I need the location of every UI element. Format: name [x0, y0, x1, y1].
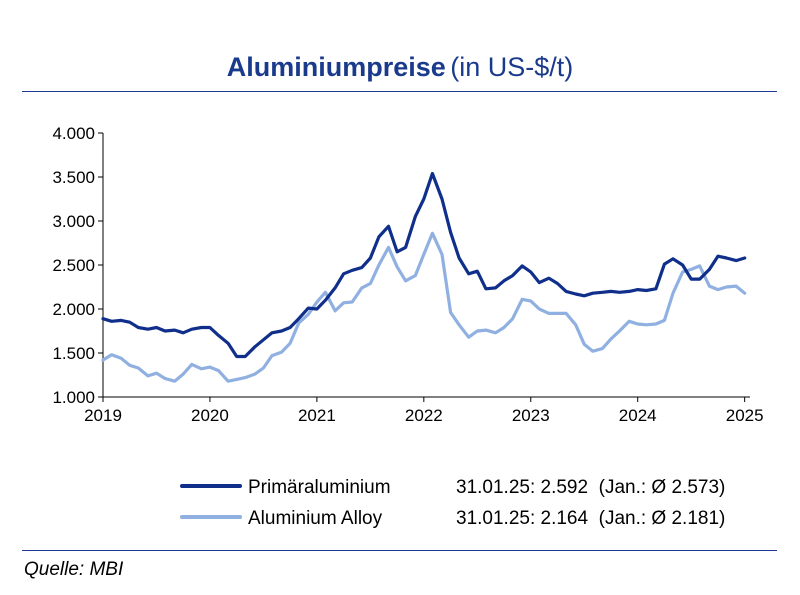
title-divider — [22, 91, 777, 92]
y-tick-label: 4.000 — [52, 124, 95, 143]
x-tick-label: 2023 — [512, 406, 550, 425]
legend-label-primaraluminium: Primäraluminium — [248, 477, 391, 498]
chart-title-unit: (in US-$/t) — [450, 52, 574, 82]
y-tick-label: 3.000 — [52, 212, 95, 231]
x-tick-label: 2025 — [726, 406, 764, 425]
chart-title-main: Aluminiumpreise — [226, 52, 446, 82]
footer-divider — [22, 550, 777, 551]
legend-annotation-aluminium-alloy: 31.01.25: 2.164 (Jan.: Ø 2.181) — [456, 508, 725, 529]
series-line-primaraluminium — [101, 171, 747, 359]
legend-label-aluminium-alloy: Aluminium Alloy — [248, 508, 383, 529]
y-tick-label: 3.500 — [52, 168, 95, 187]
chart-series-layer — [101, 171, 747, 383]
x-tick-label: 2024 — [619, 406, 657, 425]
y-tick-label: 2.500 — [52, 256, 95, 275]
x-tick-label: 2022 — [405, 406, 443, 425]
chart-title: Aluminiumpreise (in US-$/t) — [0, 52, 800, 83]
source-note: Quelle: MBI — [24, 559, 124, 580]
chart-axes: 1.000 1.500 2.000 2.500 3.000 3.500 4.000 2019 2… — [52, 124, 763, 425]
x-tick-label: 2020 — [191, 406, 229, 425]
x-tick-label: 2021 — [298, 406, 336, 425]
y-tick-label: 1.000 — [52, 388, 95, 407]
chart-legend: Primäraluminium 31.01.25: 2.592 (Jan.: Ø … — [180, 477, 725, 529]
legend-annotation-primaraluminium: 31.01.25: 2.592 (Jan.: Ø 2.573) — [456, 477, 725, 498]
series-line-aluminium-alloy — [101, 231, 747, 383]
y-tick-label: 1.500 — [52, 344, 95, 363]
x-tick-label: 2019 — [84, 406, 122, 425]
y-tick-label: 2.000 — [52, 300, 95, 319]
